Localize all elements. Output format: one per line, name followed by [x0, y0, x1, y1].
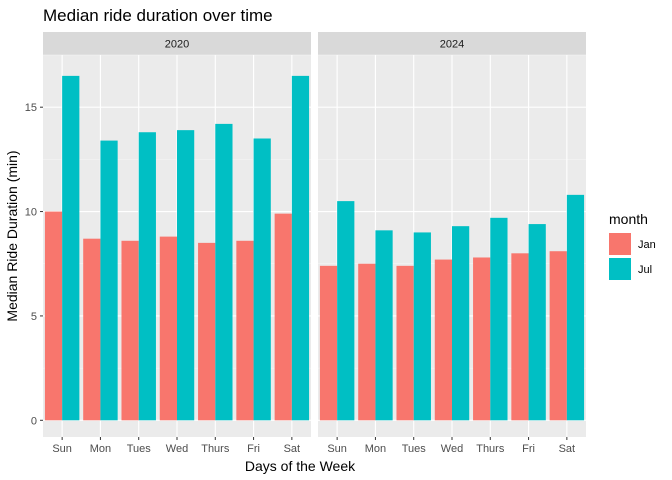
facet-strip-label: 2024	[440, 39, 464, 51]
x-tick-label: Thurs	[201, 443, 230, 455]
bar-2020-jul-sun	[62, 75, 80, 421]
bar-2020-jul-mon	[100, 140, 118, 421]
facet-strip-label: 2020	[165, 39, 189, 51]
bar-2020-jul-sat	[291, 75, 310, 421]
x-tick-label: Tues	[402, 443, 427, 455]
legend-key-jul	[609, 258, 631, 280]
facet-strip	[318, 32, 586, 55]
facet-strip	[43, 32, 311, 55]
bar-2024-jan-mon	[358, 263, 376, 421]
y-tick-label: 5	[31, 311, 37, 323]
x-tick-label: Sat	[284, 443, 301, 455]
x-tick-label: Sun	[52, 443, 72, 455]
bar-2020-jan-sun	[44, 211, 63, 421]
x-tick-label: Sat	[559, 443, 576, 455]
bar-2020-jul-tues	[138, 132, 156, 421]
legend-label-jan: Jan	[638, 239, 656, 251]
x-tick-label: Wed	[166, 443, 188, 455]
bar-2024-jul-tues	[413, 232, 431, 421]
bar-2020-jul-wed	[177, 130, 195, 421]
legend-key-jan	[609, 233, 631, 255]
chart-title: Median ride duration over time	[43, 6, 273, 25]
x-tick-label: Mon	[90, 443, 111, 455]
facet-panel-2020: 2020 Sun Mon Tues Wed Thurs Fri Sat 0 5 10 15	[25, 32, 311, 455]
facet-panels: 2020 Sun Mon Tues Wed Thurs Fri Sat 0 5 10 15 2024 Su…	[25, 32, 586, 455]
bar-2024-jul-fri	[528, 224, 546, 421]
bar-2020-jul-thurs	[215, 123, 233, 421]
x-tick-label: Mon	[365, 443, 386, 455]
bar-2024-jul-sun	[337, 201, 355, 421]
facet-panel-2024: 2024 Sun Mon Tues Wed Thurs Fri Sat	[318, 32, 586, 455]
bar-2020-jan-sat	[274, 213, 292, 421]
x-tick-label: Fri	[247, 443, 260, 455]
legend-label-jul: Jul	[638, 264, 652, 276]
bar-2020-jan-thurs	[198, 242, 216, 421]
legend: month Jan Jul	[609, 211, 656, 280]
y-axis-title: Median Ride Duration (min)	[4, 150, 20, 321]
bar-2024-jul-sat	[566, 194, 585, 421]
y-tick-label: 15	[25, 102, 37, 114]
x-tick-label: Tues	[127, 443, 152, 455]
bar-2020-jan-fri	[236, 240, 254, 421]
bar-2024-jan-wed	[434, 259, 452, 421]
x-tick-label: Fri	[522, 443, 535, 455]
bar-2024-jul-wed	[452, 226, 470, 421]
bar-2024-jul-mon	[375, 230, 393, 421]
y-tick-label: 0	[31, 415, 37, 427]
y-tick-label: 10	[25, 207, 37, 219]
bar-2024-jan-sat	[549, 251, 567, 421]
bar-2024-jan-sun	[319, 265, 338, 421]
legend-title: month	[609, 211, 648, 227]
bar-2020-jan-tues	[121, 240, 139, 421]
bar-2020-jan-mon	[83, 238, 101, 421]
bar-2020-jul-fri	[253, 138, 271, 421]
bar-2020-jan-wed	[159, 236, 177, 421]
bar-2024-jan-fri	[511, 253, 529, 421]
x-tick-label: Wed	[441, 443, 463, 455]
bar-2024-jan-thurs	[473, 257, 491, 421]
x-axis-title: Days of the Week	[245, 458, 356, 474]
bar-2024-jul-thurs	[490, 217, 508, 421]
x-tick-label: Sun	[327, 443, 347, 455]
bar-2024-jan-tues	[396, 265, 414, 421]
x-tick-label: Thurs	[476, 443, 505, 455]
